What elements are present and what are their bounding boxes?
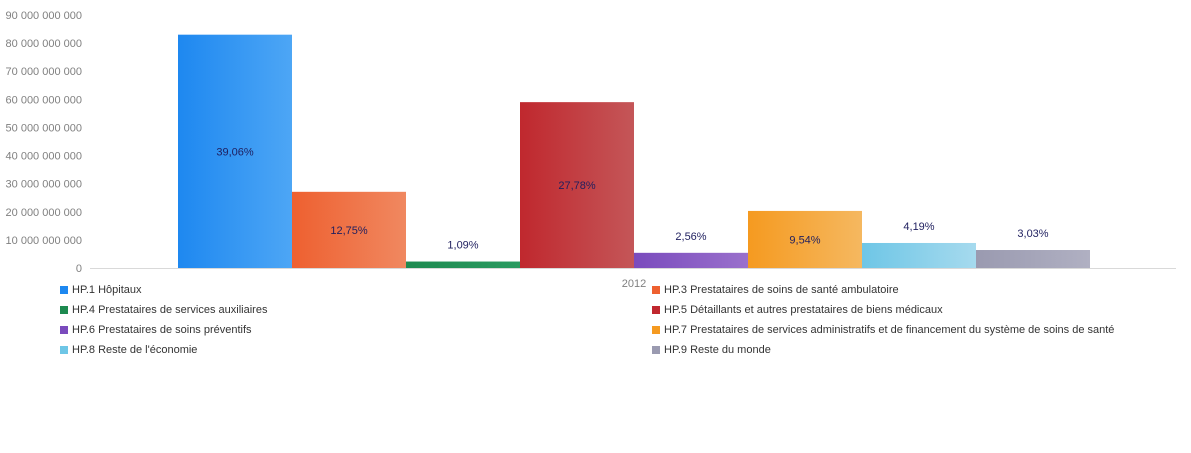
y-tick-label: 80 000 000 000 [6,38,82,50]
legend-swatch [652,286,660,294]
x-axis: 2012 [622,278,646,290]
y-tick-label: 70 000 000 000 [6,66,82,78]
legend-label: HP.7 Prestataires de services administra… [664,324,1115,336]
legend-item[interactable]: HP.8 Reste de l'économie [60,343,197,357]
data-label: 3,03% [1017,228,1048,240]
bars [178,34,1090,269]
legend-item[interactable]: HP.7 Prestataires de services administra… [652,323,1114,337]
y-tick-label: 50 000 000 000 [6,122,82,134]
bar-hp4 [406,261,520,268]
y-tick-label: 10 000 000 000 [6,235,82,247]
legend-item[interactable]: HP.4 Prestataires de services auxiliaire… [60,303,267,317]
x-tick-label: 2012 [622,278,646,290]
data-labels: 39,06% 12,75% 1,09% 27,78% 2,56% 9,54% 4,19% 3,… [216,146,1048,251]
legend-item[interactable]: HP.6 Prestataires de soins préventifs [60,323,252,337]
bar-hp9 [976,250,1090,268]
bar-hp6 [634,252,748,268]
bar-hp5 [520,102,634,269]
legend-swatch [60,306,68,314]
legend-label: HP.4 Prestataires de services auxiliaire… [72,304,268,316]
y-tick-label: 0 [76,263,82,275]
legend: HP.1 Hôpitaux HP.3 Prestataires de soins … [0,283,1191,373]
legend-swatch [60,326,68,334]
y-tick-label: 40 000 000 000 [6,151,82,163]
legend-label: HP.6 Prestataires de soins préventifs [72,324,252,336]
legend-label: HP.8 Reste de l'économie [72,344,198,356]
legend-label: HP.1 Hôpitaux [72,284,142,296]
data-label: 1,09% [447,240,478,252]
data-label: 9,54% [789,234,820,246]
y-tick-label: 30 000 000 000 [6,179,82,191]
legend-item[interactable]: HP.9 Reste du monde [652,343,771,357]
y-tick-label: 20 000 000 000 [6,207,82,219]
data-label: 4,19% [903,221,934,233]
data-label: 27,78% [558,180,596,192]
legend-label: HP.5 Détaillants et autres prestataires … [664,304,943,316]
bar-hp1 [178,34,292,268]
legend-item[interactable]: HP.3 Prestataires de soins de santé ambu… [652,283,899,297]
data-label: 2,56% [675,231,706,243]
data-label: 12,75% [330,225,368,237]
legend-swatch [652,326,660,334]
legend-swatch [652,306,660,314]
legend-item[interactable]: HP.1 Hôpitaux [60,283,142,297]
bar-hp3 [292,191,406,268]
legend-label: HP.9 Reste du monde [664,344,771,356]
data-label: 39,06% [216,146,254,158]
legend-swatch [652,346,660,354]
legend-swatch [60,346,68,354]
y-tick-label: 60 000 000 000 [6,94,82,106]
legend-item[interactable]: HP.5 Détaillants et autres prestataires … [652,303,943,317]
bar-chart: 0 10 000 000 000 20 000 000 000 30 000 000 … [6,10,1176,290]
bar-hp7 [748,210,862,268]
y-tick-label: 90 000 000 000 [6,10,82,22]
legend-label: HP.3 Prestataires de soins de santé ambu… [664,284,899,296]
bar-hp8 [862,242,976,268]
legend-swatch [60,286,68,294]
y-axis: 0 10 000 000 000 20 000 000 000 30 000 000 … [6,10,82,275]
